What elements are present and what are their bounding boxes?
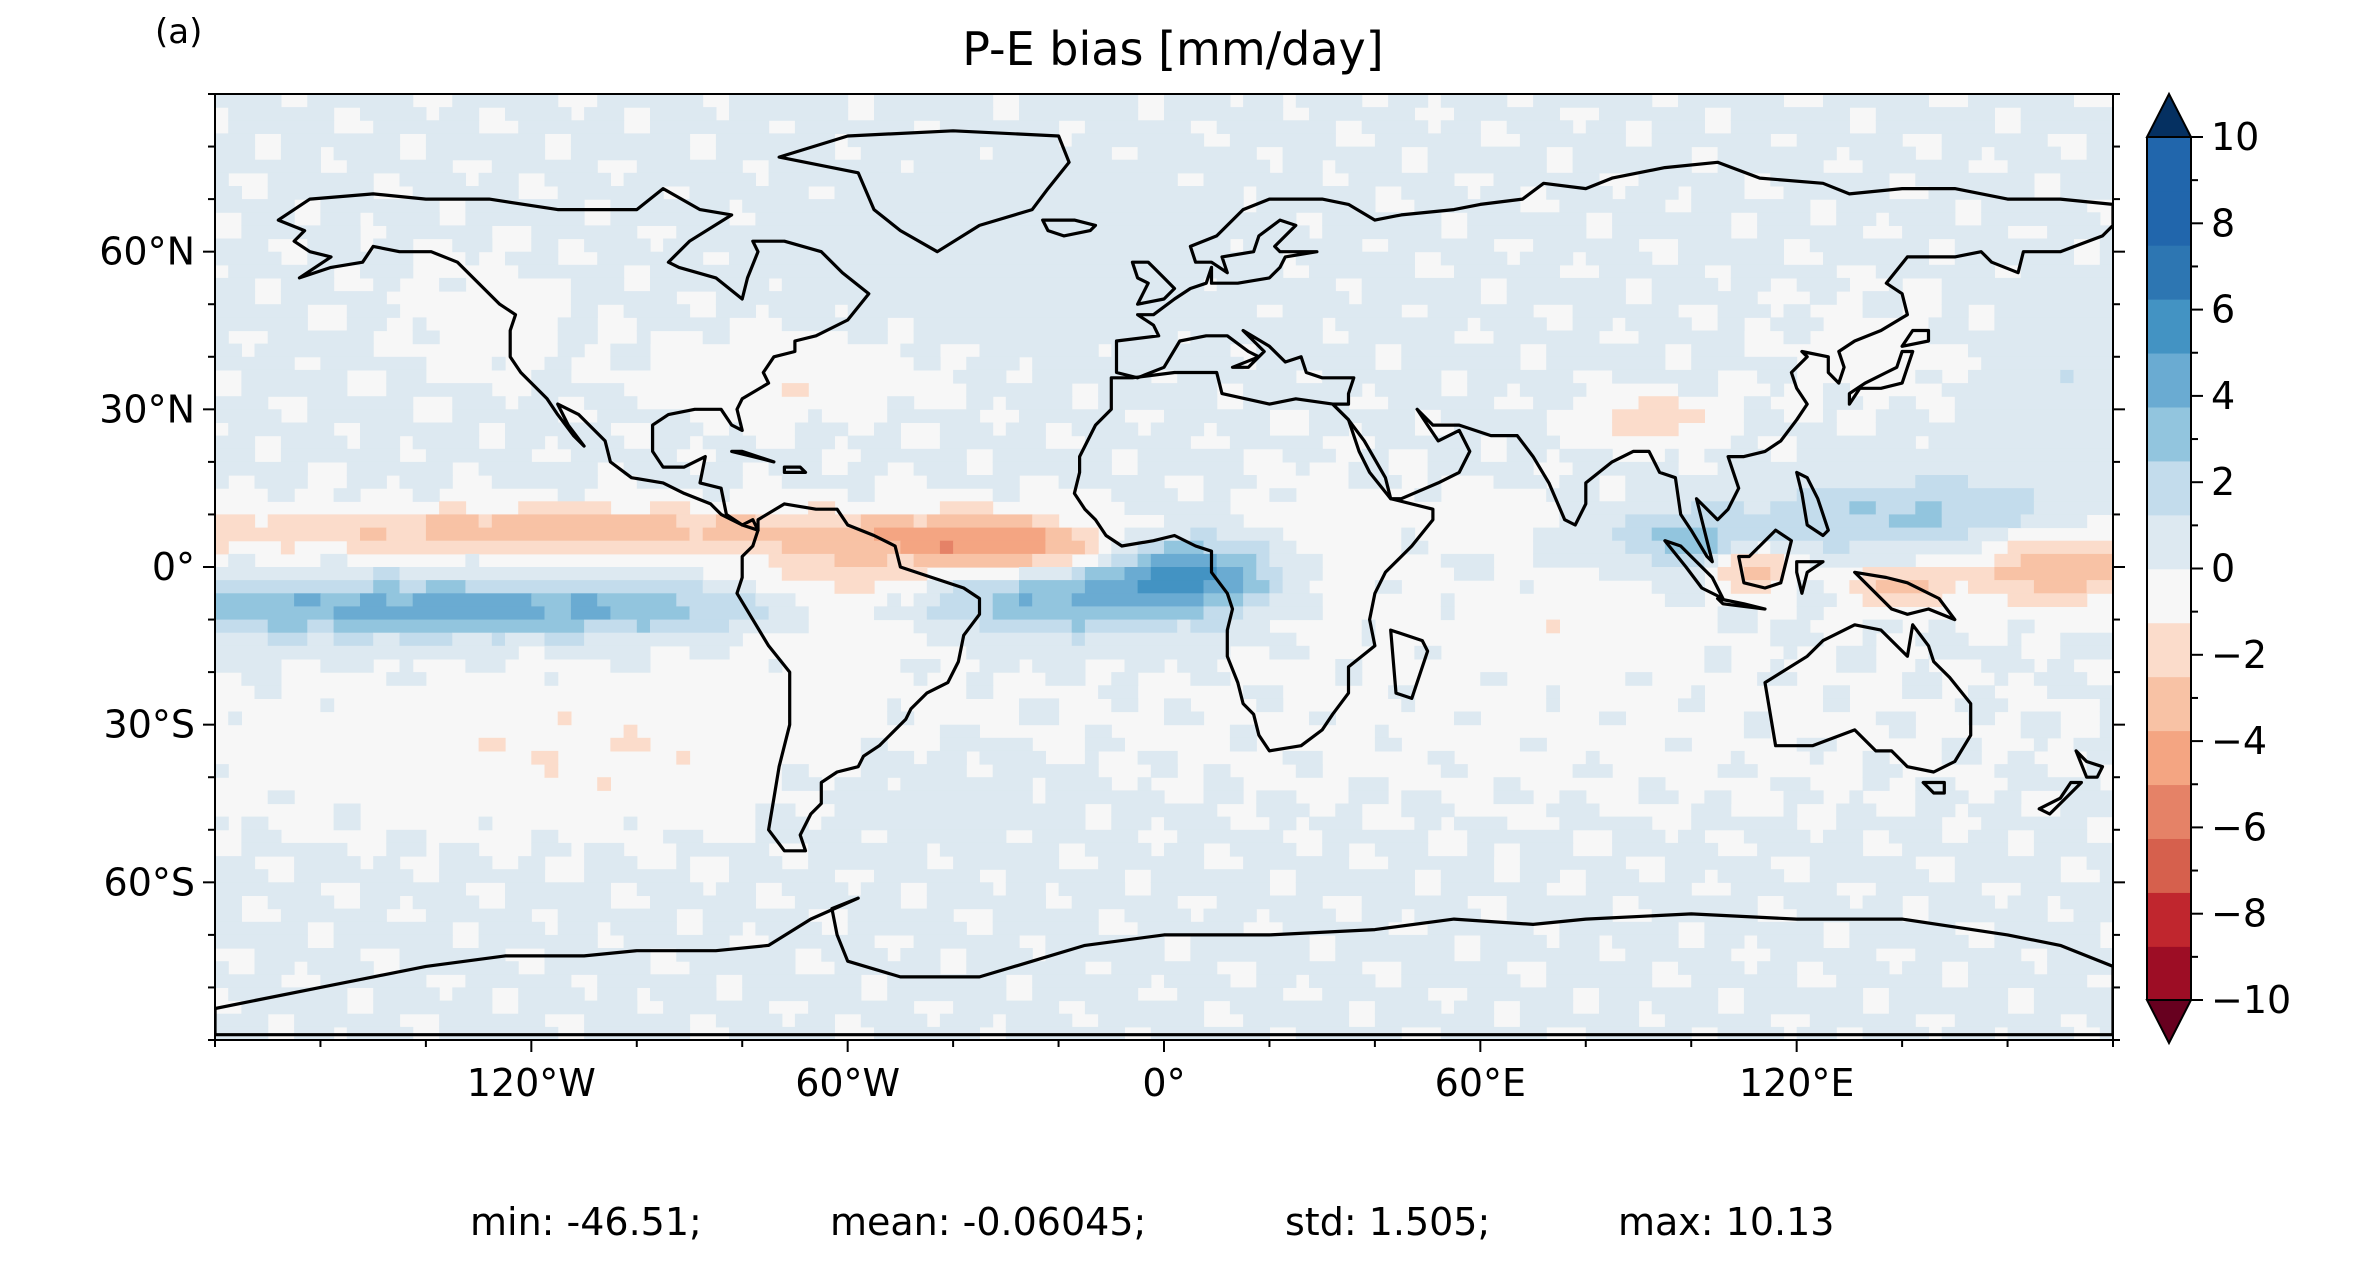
colorbar-segment xyxy=(2147,838,2191,893)
stat-max: max: 10.13 xyxy=(1618,1200,1835,1244)
stat-mean: mean: -0.06045; xyxy=(830,1200,1147,1244)
coastline xyxy=(1130,260,1177,306)
map-axes: 120°W 60°W 0° 60°E 120°E 60°N 30°N 0° 30°S 60°S xyxy=(99,93,2125,1105)
x-tick-label: 120°E xyxy=(1739,1061,1855,1105)
colorbar-segment xyxy=(2147,460,2191,516)
colorbar: 10 8 6 4 2 0 −2 −4 −6 −8 −10 xyxy=(2145,91,2291,1046)
colorbar-segment xyxy=(2147,406,2191,462)
x-tick-label: 60°W xyxy=(795,1061,900,1105)
chart-title: P-E bias [mm/day] xyxy=(0,22,2362,76)
y-tick-label: 30°N xyxy=(99,387,195,431)
coastline xyxy=(777,129,1071,254)
coastlines xyxy=(215,129,2113,1037)
coastline xyxy=(735,502,982,853)
coastline xyxy=(215,896,2113,1037)
colorbar-tick-label: 4 xyxy=(2211,374,2235,418)
colorbar-segment xyxy=(2147,190,2191,246)
colorbar-extend-max xyxy=(2145,91,2193,138)
colorbar-segment xyxy=(2147,946,2191,1001)
coastline xyxy=(276,187,871,532)
coastline xyxy=(782,465,808,474)
colorbar-tick-label: −4 xyxy=(2211,719,2267,763)
bias-field xyxy=(215,94,2113,1040)
x-tick-label: 0° xyxy=(1142,1061,1185,1105)
y-tick-label: 0° xyxy=(152,545,195,589)
coastline xyxy=(1737,528,1793,590)
coastline xyxy=(1763,623,1973,774)
colorbar-segment xyxy=(2147,622,2191,678)
x-tick-label: 60°E xyxy=(1435,1061,1526,1105)
colorbar-tick-label: 8 xyxy=(2211,201,2235,245)
y-tick-label: 60°S xyxy=(104,860,195,904)
colorbar-tick-label: 10 xyxy=(2211,115,2259,159)
coastline xyxy=(730,449,776,464)
colorbar-tick-label: 0 xyxy=(2211,547,2235,591)
colorbar-segment xyxy=(2147,892,2191,947)
colorbar-segment xyxy=(2147,676,2191,732)
coastline xyxy=(1921,780,1946,795)
colorbar-segment xyxy=(2147,730,2191,786)
colorbar-segment xyxy=(2147,514,2191,570)
coastline xyxy=(1716,596,1767,611)
colorbar-segment xyxy=(2147,352,2191,408)
coastline xyxy=(1389,628,1430,700)
coastline xyxy=(1853,570,1957,622)
coastline xyxy=(1041,218,1098,238)
x-tick-label: 120°W xyxy=(467,1061,596,1105)
chart-title-text: P-E bias [mm/day] xyxy=(962,22,1384,76)
colorbar-segment xyxy=(2147,137,2191,192)
colorbar-tick-label: 6 xyxy=(2211,288,2235,332)
stat-min: min: -46.51; xyxy=(470,1200,702,1244)
coastline xyxy=(1114,160,2113,564)
colorbar-segment xyxy=(2147,784,2191,839)
colorbar-segment xyxy=(2147,244,2191,300)
colorbar-tick-label: −6 xyxy=(2211,805,2267,849)
colorbar-segment xyxy=(2147,568,2191,624)
colorbar-tick-label: 2 xyxy=(2211,460,2235,504)
coastline xyxy=(1795,470,1830,538)
coastline xyxy=(2074,749,2105,779)
y-tick-label: 30°S xyxy=(104,703,195,747)
colorbar-tick-label: −8 xyxy=(2211,892,2267,936)
panel-label: (a) xyxy=(155,12,203,52)
coastline xyxy=(1900,328,1931,348)
stat-std: std: 1.505; xyxy=(1285,1200,1491,1244)
coastline xyxy=(1795,560,1825,595)
colorbar-extend-min xyxy=(2145,999,2193,1046)
y-tick-label: 60°N xyxy=(99,230,195,274)
colorbar-tick-label: −2 xyxy=(2211,633,2267,677)
colorbar-tick-label: −10 xyxy=(2211,978,2291,1022)
coastline xyxy=(2037,780,2083,816)
colorbar-segment xyxy=(2147,298,2191,354)
coastline xyxy=(1847,349,1915,406)
